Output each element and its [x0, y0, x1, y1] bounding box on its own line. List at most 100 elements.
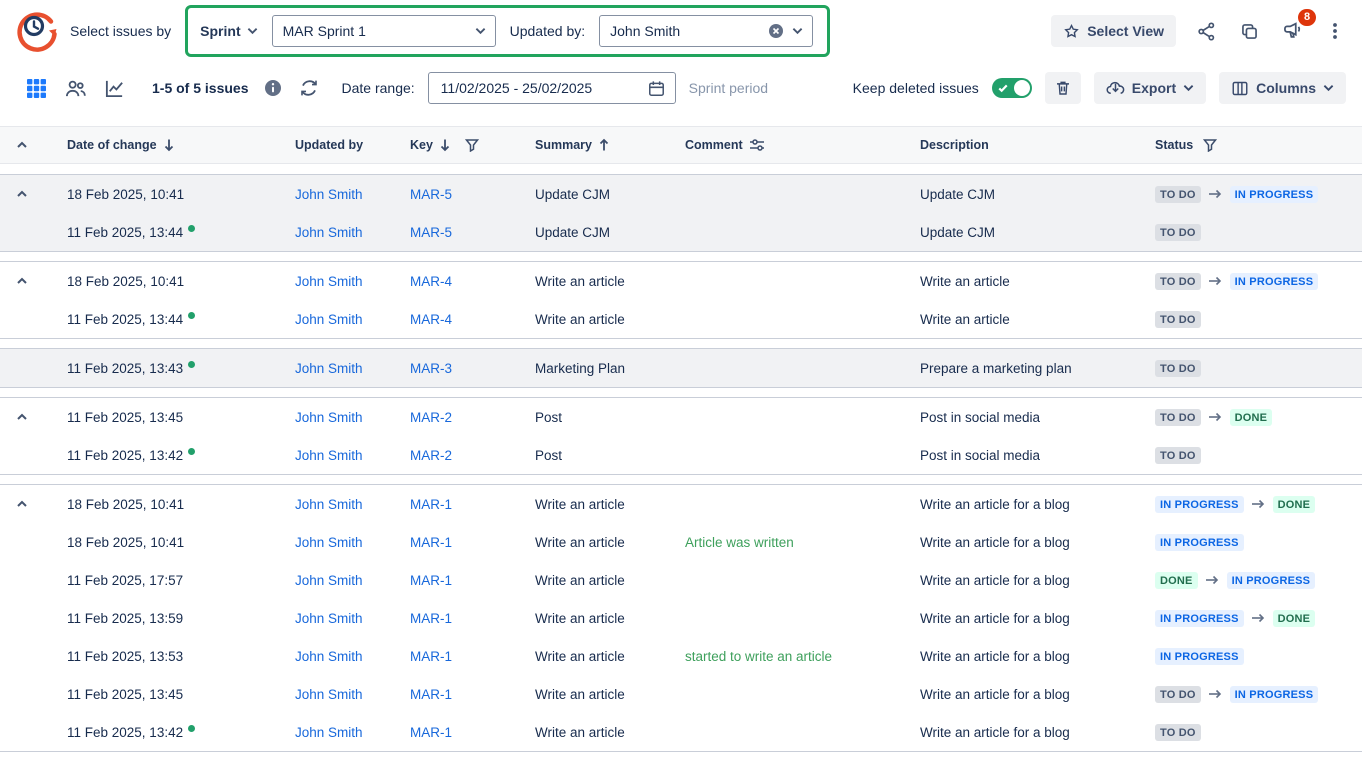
sprint-dropdown[interactable]: Sprint [200, 23, 257, 39]
columns-button[interactable]: Columns [1219, 72, 1346, 104]
megaphone-icon [1284, 22, 1301, 38]
collapse-group-button[interactable] [15, 497, 29, 511]
column-header-updated-by[interactable]: Updated by [295, 138, 410, 152]
chevron-up-icon [17, 190, 27, 197]
updated-by-label: Updated by: [509, 23, 586, 39]
grid-view-button[interactable] [24, 76, 49, 101]
collapse-all-cell [0, 138, 44, 152]
chevron-down-icon [475, 28, 485, 35]
status-cell: IN PROGRESS DONE [1155, 495, 1362, 513]
sliders-icon [749, 139, 764, 151]
collapse-cell [0, 187, 44, 201]
issue-key-link[interactable]: MAR-1 [410, 534, 453, 550]
description-cell: Post in social media [920, 409, 1041, 425]
share-button[interactable] [1194, 19, 1219, 44]
updated-by-link[interactable]: John Smith [295, 409, 363, 425]
summary-cell: Write an article [535, 496, 625, 512]
column-header-key[interactable]: Key [410, 138, 535, 152]
updated-by-link[interactable]: John Smith [295, 648, 363, 664]
status-badge: TO DO [1155, 408, 1201, 426]
status-filter-button[interactable] [1203, 138, 1218, 152]
change-date: 11 Feb 2025, 13:53 [67, 648, 184, 664]
keep-deleted-toggle[interactable] [991, 78, 1032, 98]
status-cell: IN PROGRESS DONE [1155, 609, 1362, 627]
column-header-summary[interactable]: Summary [535, 138, 685, 152]
issue-key-link[interactable]: MAR-5 [410, 224, 453, 240]
copy-button[interactable] [1237, 19, 1262, 44]
info-button[interactable] [262, 77, 284, 99]
change-date: 18 Feb 2025, 10:41 [67, 186, 185, 202]
status-cell: TO DO [1155, 310, 1362, 328]
description-cell: Write an article for a blog [920, 572, 1070, 588]
select-issues-by-label: Select issues by [70, 23, 172, 39]
sprint-period-label: Sprint period [688, 80, 769, 96]
column-header-description[interactable]: Description [920, 138, 1155, 152]
issue-key-link[interactable]: MAR-1 [410, 610, 453, 626]
select-view-button[interactable]: Select View [1051, 15, 1176, 47]
updated-by-link[interactable]: John Smith [295, 311, 363, 327]
issue-key-link[interactable]: MAR-3 [410, 360, 453, 376]
description-cell: Write an article [920, 311, 1010, 327]
change-date-cell: 11 Feb 2025, 13:43 [44, 360, 295, 376]
refresh-button[interactable] [297, 76, 321, 100]
sprint-select[interactable]: MAR Sprint 1 [271, 15, 496, 47]
status-badge: TO DO [1155, 272, 1201, 290]
status-arrow-icon [1208, 276, 1221, 286]
column-label: Summary [535, 138, 592, 152]
updated-by-link[interactable]: John Smith [295, 447, 363, 463]
updated-by-link[interactable]: John Smith [295, 534, 363, 550]
people-view-button[interactable] [62, 76, 89, 101]
collapse-group-button[interactable] [15, 274, 29, 288]
issue-key-link[interactable]: MAR-4 [410, 273, 453, 289]
column-header-date[interactable]: Date of change [44, 138, 295, 152]
updated-by-link[interactable]: John Smith [295, 186, 363, 202]
table-row: 11 Feb 2025, 13:42 John Smith MAR-1 Write a… [0, 713, 1362, 751]
updated-by-cell: John Smith [295, 187, 410, 202]
updated-by-link[interactable]: John Smith [295, 224, 363, 240]
issue-key-link[interactable]: MAR-2 [410, 409, 453, 425]
kebab-menu-button[interactable] [1324, 19, 1346, 43]
issue-key-link[interactable]: MAR-1 [410, 724, 453, 740]
issue-key-link[interactable]: MAR-1 [410, 686, 453, 702]
issue-key-link[interactable]: MAR-4 [410, 311, 453, 327]
updated-by-cell: John Smith [295, 687, 410, 702]
sprint-dropdown-label: Sprint [200, 23, 241, 39]
table-row: 11 Feb 2025, 13:44 John Smith MAR-4 Write a… [0, 300, 1362, 338]
updated-by-select[interactable]: John Smith [599, 15, 814, 47]
updated-by-link[interactable]: John Smith [295, 610, 363, 626]
updated-by-cell: John Smith [295, 725, 410, 740]
issue-key-link[interactable]: MAR-5 [410, 186, 453, 202]
issue-key-link[interactable]: MAR-2 [410, 447, 453, 463]
issue-key-link[interactable]: MAR-1 [410, 572, 453, 588]
updated-by-link[interactable]: John Smith [295, 572, 363, 588]
issue-group: 18 Feb 2025, 10:41 John Smith MAR-5 Update … [0, 174, 1362, 252]
people-view-icon [66, 80, 86, 96]
updated-by-link[interactable]: John Smith [295, 686, 363, 702]
updated-by-link[interactable]: John Smith [295, 724, 363, 740]
status-transition-arrow [1208, 189, 1223, 199]
updated-by-link[interactable]: John Smith [295, 273, 363, 289]
change-date: 11 Feb 2025, 13:45 [67, 686, 184, 702]
chart-view-button[interactable] [102, 76, 127, 101]
export-button[interactable]: Export [1093, 72, 1207, 104]
summary-cell: Write an article [535, 273, 625, 289]
collapse-all-button[interactable] [15, 138, 29, 152]
chevron-up-icon [17, 413, 27, 420]
notification-badge: 8 [1298, 9, 1316, 26]
collapse-group-button[interactable] [15, 187, 29, 201]
updated-by-link[interactable]: John Smith [295, 496, 363, 512]
column-header-status[interactable]: Status [1155, 138, 1362, 152]
issue-key-link[interactable]: MAR-1 [410, 496, 453, 512]
date-range-input[interactable]: 11/02/2025 - 25/02/2025 [427, 72, 676, 104]
key-filter-button[interactable] [464, 138, 479, 152]
notifications-button[interactable]: 8 [1280, 9, 1316, 44]
clear-icon[interactable] [768, 23, 784, 39]
status-arrow-icon [1208, 189, 1221, 199]
status-cell: TO DO IN PROGRESS [1155, 685, 1362, 703]
delete-button[interactable] [1044, 72, 1081, 104]
collapse-group-button[interactable] [15, 410, 29, 424]
issue-key-link[interactable]: MAR-1 [410, 648, 453, 664]
updated-by-cell: John Smith [295, 225, 410, 240]
updated-by-link[interactable]: John Smith [295, 360, 363, 376]
column-header-comment[interactable]: Comment [685, 138, 920, 152]
